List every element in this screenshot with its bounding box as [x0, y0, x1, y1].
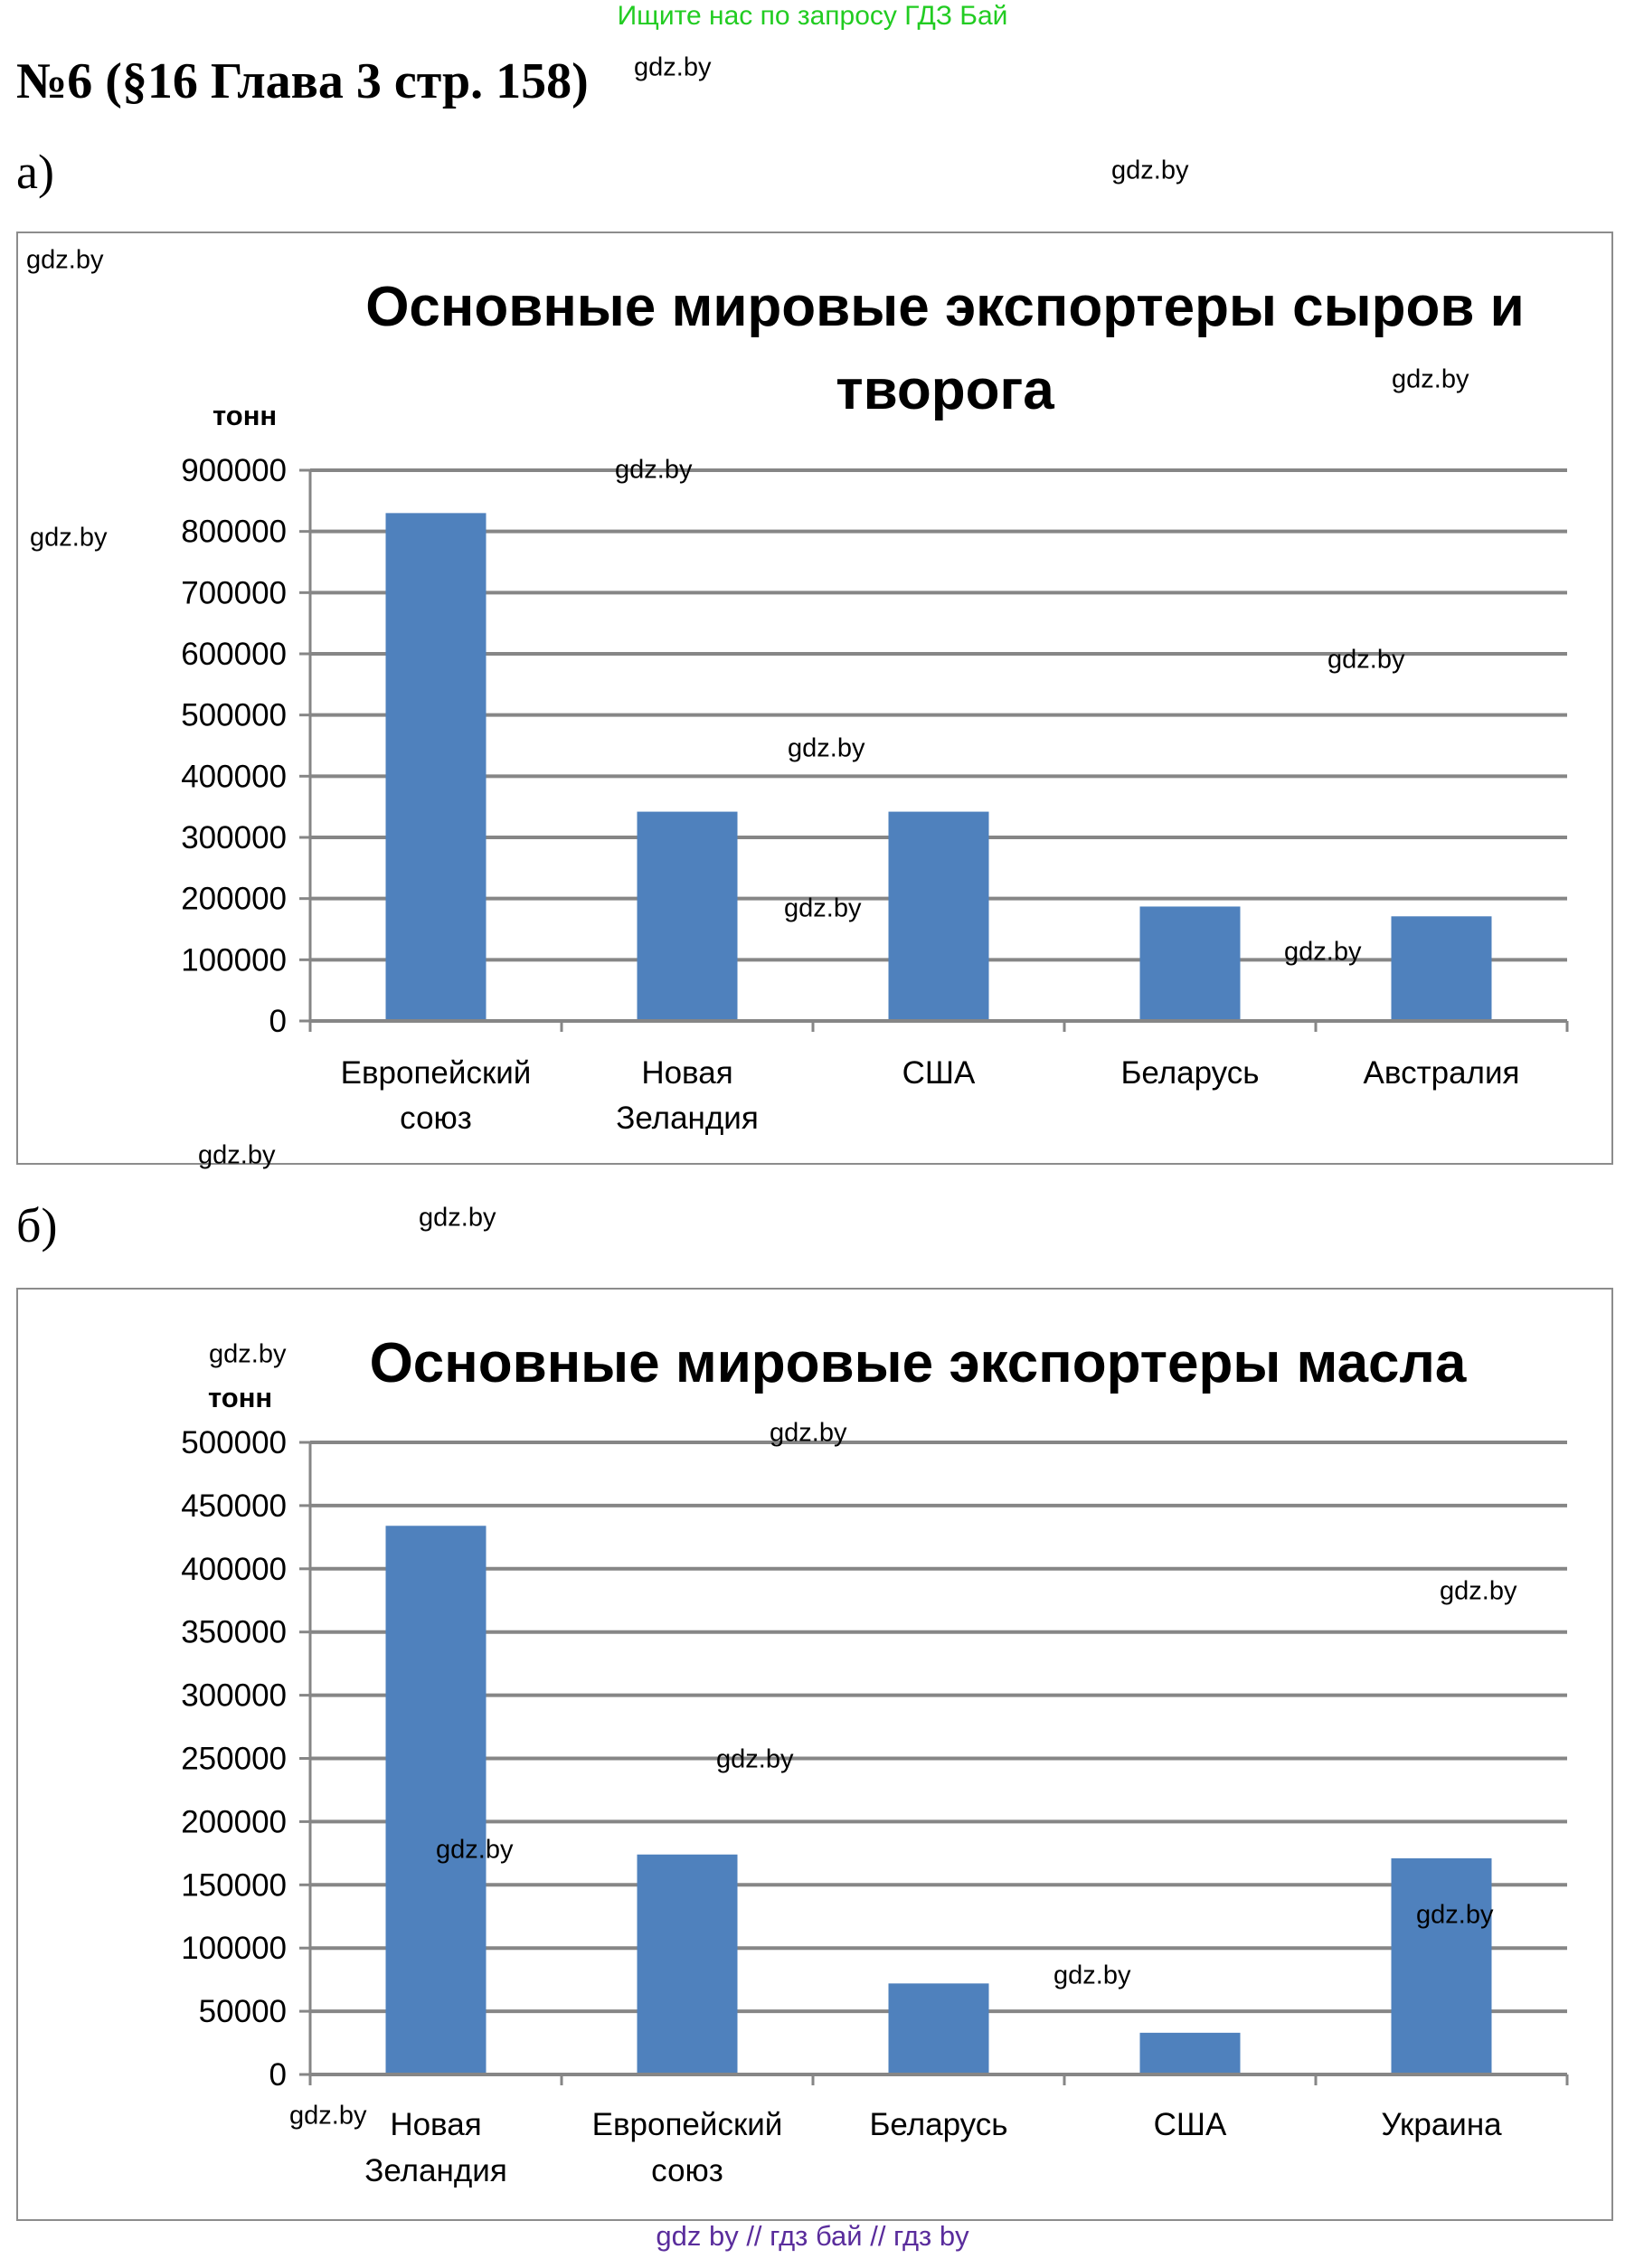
chart-frame-butter: [16, 1288, 1613, 2221]
watermark: gdz.by: [209, 1339, 287, 1369]
x-category-label: Зеландия: [616, 1101, 759, 1136]
watermark: gdz.by: [1440, 1576, 1517, 1606]
y-tick-label: 250000: [181, 1742, 287, 1777]
bar-3: [1139, 906, 1241, 1021]
watermark: gdz.by: [26, 245, 104, 275]
watermark: gdz.by: [1327, 645, 1405, 675]
bar-0: [385, 1526, 487, 2074]
y-tick-label: 600000: [181, 637, 287, 672]
y-tick-label: 0: [269, 2057, 287, 2093]
watermark: gdz.by: [1111, 156, 1189, 185]
y-tick-label: 150000: [181, 1867, 287, 1903]
watermark: gdz.by: [1416, 1900, 1494, 1930]
bar-2: [888, 811, 989, 1021]
bar-0: [385, 513, 487, 1021]
y-tick-label: 100000: [181, 942, 287, 978]
watermark: gdz.by: [770, 1418, 847, 1448]
chart-title-cheese-line1: Основные мировые экспортеры сыров и: [365, 276, 1525, 338]
y-tick-label: 400000: [181, 759, 287, 794]
bar-4: [1391, 916, 1492, 1021]
watermark: gdz.by: [30, 523, 108, 553]
y-tick-label: 50000: [199, 1994, 287, 2029]
part-label-a: а): [16, 145, 54, 199]
x-category-label: Украина: [1381, 2107, 1502, 2142]
bar-3: [1139, 2032, 1241, 2074]
y-tick-label: 800000: [181, 515, 287, 550]
x-category-label: союз: [651, 2153, 723, 2188]
watermark: gdz.by: [716, 1744, 794, 1774]
page-title: №6 (§16 Глава 3 стр. 158): [16, 53, 589, 109]
watermark: gdz.by: [289, 2101, 367, 2131]
watermark: gdz.by: [788, 733, 865, 763]
x-category-label: Новая: [641, 1055, 732, 1091]
bar-2: [888, 1983, 989, 2074]
footer-links: gdz by // гдз бай // гдз by: [656, 2220, 969, 2252]
y-unit-butter: тонн: [208, 1382, 273, 1413]
watermark: gdz.by: [634, 52, 712, 82]
watermark: gdz.by: [1053, 1961, 1131, 1990]
y-tick-label: 700000: [181, 575, 287, 610]
x-category-label: Новая: [390, 2107, 481, 2142]
y-unit-cheese: тонн: [213, 400, 278, 431]
chart-title-butter: Основные мировые экспортеры масла: [369, 1332, 1467, 1394]
x-category-label: Европейский: [341, 1055, 532, 1091]
y-tick-label: 200000: [181, 882, 287, 917]
bar-1: [637, 811, 738, 1021]
watermark: gdz.by: [419, 1203, 496, 1233]
x-category-label: США: [1154, 2107, 1227, 2142]
y-tick-label: 300000: [181, 1678, 287, 1714]
y-tick-label: 100000: [181, 1931, 287, 1966]
watermark: gdz.by: [1392, 364, 1469, 394]
x-category-label: союз: [400, 1101, 472, 1136]
search-hint: Ищите нас по запросу ГДЗ Бай: [617, 1, 1008, 31]
x-category-label: Беларусь: [869, 2107, 1007, 2142]
bar-1: [637, 1854, 738, 2074]
x-category-label: США: [902, 1055, 976, 1091]
y-tick-label: 400000: [181, 1552, 287, 1587]
watermark: gdz.by: [198, 1140, 276, 1170]
watermark: gdz.by: [436, 1835, 514, 1865]
watermark: gdz.by: [784, 893, 862, 923]
y-tick-label: 350000: [181, 1615, 287, 1650]
chart-frame-cheese: [16, 232, 1613, 1165]
x-category-label: Австралия: [1364, 1055, 1520, 1091]
y-tick-label: 500000: [181, 1425, 287, 1460]
y-tick-label: 500000: [181, 698, 287, 733]
chart-title-cheese-line2: творога: [836, 359, 1054, 421]
watermark: gdz.by: [615, 455, 693, 485]
y-tick-label: 900000: [181, 453, 287, 488]
y-tick-label: 450000: [181, 1488, 287, 1524]
x-category-label: Европейский: [592, 2107, 783, 2142]
y-tick-label: 200000: [181, 1804, 287, 1839]
watermark: gdz.by: [1284, 937, 1362, 967]
y-tick-label: 0: [269, 1004, 287, 1039]
part-label-b: б): [16, 1198, 58, 1252]
x-category-label: Зеландия: [364, 2153, 507, 2188]
x-category-label: Беларусь: [1120, 1055, 1259, 1091]
y-tick-label: 300000: [181, 820, 287, 855]
bar-4: [1391, 1857, 1492, 2074]
